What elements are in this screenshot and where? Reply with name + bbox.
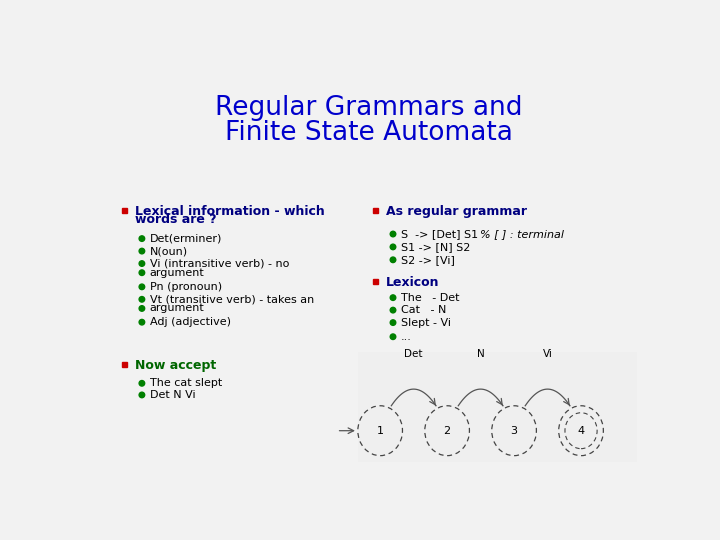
Ellipse shape: [139, 392, 145, 398]
Bar: [373, 279, 378, 284]
Bar: [122, 362, 127, 367]
Ellipse shape: [139, 270, 145, 275]
Text: % [ ] : terminal: % [ ] : terminal: [480, 229, 564, 239]
Ellipse shape: [390, 244, 396, 249]
Text: Lexical information - which: Lexical information - which: [135, 205, 325, 218]
Ellipse shape: [390, 334, 396, 340]
Ellipse shape: [390, 257, 396, 262]
Text: Cat   - N: Cat - N: [401, 305, 446, 315]
Text: As regular grammar: As regular grammar: [386, 205, 527, 218]
FancyBboxPatch shape: [358, 352, 637, 462]
Ellipse shape: [390, 320, 396, 326]
Text: Vt (transitive verb) - takes an: Vt (transitive verb) - takes an: [150, 294, 314, 305]
Ellipse shape: [139, 319, 145, 325]
Ellipse shape: [390, 307, 396, 313]
Text: Vi: Vi: [543, 349, 552, 359]
Ellipse shape: [139, 306, 145, 311]
Text: Vi (intransitive verb) - no: Vi (intransitive verb) - no: [150, 259, 289, 268]
Ellipse shape: [139, 261, 145, 266]
Text: 1: 1: [377, 426, 384, 436]
Ellipse shape: [139, 248, 145, 254]
Ellipse shape: [390, 295, 396, 300]
Text: 2: 2: [444, 426, 451, 436]
Ellipse shape: [139, 236, 145, 241]
Text: 4: 4: [577, 426, 585, 436]
Text: Lexicon: Lexicon: [386, 276, 439, 289]
Text: Finite State Automata: Finite State Automata: [225, 120, 513, 146]
Text: The cat slept: The cat slept: [150, 379, 222, 388]
Ellipse shape: [139, 381, 145, 386]
Text: Det: Det: [405, 349, 423, 359]
Bar: [373, 208, 378, 213]
Text: The   - Det: The - Det: [401, 293, 459, 302]
Text: S2 -> [Vi]: S2 -> [Vi]: [401, 255, 455, 265]
Text: Det(erminer): Det(erminer): [150, 234, 222, 244]
Ellipse shape: [390, 231, 396, 237]
Text: Adj (adjective): Adj (adjective): [150, 317, 230, 327]
Text: Slept - Vi: Slept - Vi: [401, 318, 451, 328]
Text: N(oun): N(oun): [150, 246, 188, 256]
Bar: [122, 208, 127, 213]
Ellipse shape: [139, 296, 145, 302]
Text: 3: 3: [510, 426, 518, 436]
Text: argument: argument: [150, 268, 204, 278]
Ellipse shape: [139, 284, 145, 289]
Text: N: N: [477, 349, 485, 359]
Text: S1 -> [N] S2: S1 -> [N] S2: [401, 242, 470, 252]
Text: words are ?: words are ?: [135, 213, 216, 226]
Text: S  -> [Det] S1: S -> [Det] S1: [401, 229, 492, 239]
Text: Now accept: Now accept: [135, 359, 216, 372]
Text: Regular Grammars and: Regular Grammars and: [215, 96, 523, 122]
Text: argument: argument: [150, 303, 204, 313]
Text: ...: ...: [401, 332, 412, 342]
Text: Det N Vi: Det N Vi: [150, 390, 195, 400]
Text: Pn (pronoun): Pn (pronoun): [150, 282, 222, 292]
